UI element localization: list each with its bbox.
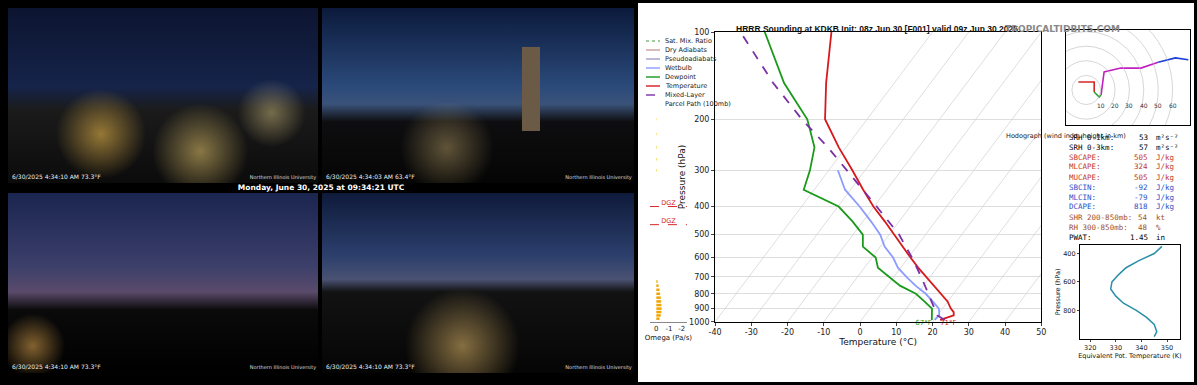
svg-text:Hodograph (wind in kt, height: Hodograph (wind in kt, height in km): [1006, 132, 1126, 140]
svg-text:900: 900: [694, 304, 709, 313]
html-text:Northern Illinois University: Northern Illinois University: [565, 364, 632, 370]
svg-text:-2: -2: [678, 325, 685, 333]
svg-text:300: 300: [694, 166, 709, 175]
svg-text:Omega (Pa/s): Omega (Pa/s): [645, 334, 693, 342]
svg-text:350: 350: [1161, 344, 1173, 352]
svg-text:J/kg: J/kg: [1156, 193, 1174, 202]
svg-text:MUCAPE:: MUCAPE:: [1069, 173, 1101, 182]
svg-text:Sat. Mix. Ratio: Sat. Mix. Ratio: [665, 37, 712, 45]
svg-text:100: 100: [694, 28, 709, 37]
html-text:Northern Illinois University: Northern Illinois University: [249, 174, 317, 180]
svg-text:400: 400: [1063, 250, 1075, 258]
svg-text:Dewpoint: Dewpoint: [665, 73, 696, 81]
html-text:Monday, June 30, 2025 at 09:34: Monday, June 30, 2025 at 09:34:21 UTC: [237, 183, 405, 192]
svg-text:SBCIN:: SBCIN:: [1069, 183, 1096, 192]
svg-text:PWAT:: PWAT:: [1069, 233, 1092, 242]
svg-text:1.45: 1.45: [1130, 233, 1148, 242]
svg-text:Temperature: Temperature: [665, 82, 707, 90]
svg-text:400: 400: [694, 202, 709, 211]
svg-text:Dry Adiabats: Dry Adiabats: [665, 46, 707, 54]
html-text:Northern Illinois University: Northern Illinois University: [565, 174, 632, 180]
svg-text:%: %: [1156, 223, 1161, 232]
svg-text:Parcel Path (100mb): Parcel Path (100mb): [665, 100, 731, 108]
svg-text:320: 320: [1084, 344, 1096, 352]
svg-text:SRH 0-1km:: SRH 0-1km:: [1069, 133, 1114, 142]
svg-text:50: 50: [1154, 102, 1162, 109]
svg-text:Pseudoadiabats: Pseudoadiabats: [665, 55, 717, 63]
svg-text:DGZ: DGZ: [661, 199, 676, 207]
svg-text:-30: -30: [745, 328, 758, 337]
svg-text:800: 800: [1063, 307, 1075, 315]
svg-text:0: 0: [654, 325, 658, 333]
svg-text:J/kg: J/kg: [1156, 202, 1174, 211]
svg-text:200: 200: [694, 115, 709, 124]
svg-text:40: 40: [1140, 102, 1148, 109]
svg-text:MLCIN:: MLCIN:: [1069, 193, 1096, 202]
svg-text:1000: 1000: [689, 318, 709, 327]
svg-text:m²s⁻²: m²s⁻²: [1156, 143, 1179, 152]
svg-text:J/kg: J/kg: [1156, 183, 1174, 192]
svg-text:Wetbulb: Wetbulb: [665, 64, 692, 72]
svg-text:505: 505: [1134, 153, 1148, 162]
svg-text:600: 600: [694, 253, 709, 262]
svg-text:DCAPE:: DCAPE:: [1069, 202, 1096, 211]
svg-text:RH 300-850mb:: RH 300-850mb:: [1069, 223, 1128, 232]
svg-text:J/kg: J/kg: [1156, 173, 1174, 182]
svg-text:67°F: 67°F: [915, 319, 931, 327]
svg-text:-92: -92: [1134, 183, 1148, 192]
svg-text:340: 340: [1135, 344, 1147, 352]
svg-text:20: 20: [927, 328, 937, 337]
svg-text:330: 330: [1110, 344, 1122, 352]
html-text:6/30/2025 4:34:10 AM 73.3°F: 6/30/2025 4:34:10 AM 73.3°F: [12, 173, 101, 180]
svg-text:kt: kt: [1156, 213, 1165, 222]
html-text:Northern Illinois University: Northern Illinois University: [249, 364, 317, 370]
svg-text:DGZ: DGZ: [661, 217, 676, 225]
svg-text:Mixed-Layer: Mixed-Layer: [665, 91, 705, 99]
svg-text:MLCAPE:: MLCAPE:: [1069, 162, 1101, 171]
svg-text:SBCAPE:: SBCAPE:: [1069, 153, 1101, 162]
svg-text:Temperature (°C): Temperature (°C): [838, 337, 917, 347]
svg-text:SHR 200-850mb:: SHR 200-850mb:: [1069, 213, 1132, 222]
svg-text:71°F: 71°F: [940, 319, 956, 327]
svg-text:10: 10: [891, 328, 901, 337]
svg-text:57: 57: [1139, 143, 1148, 152]
svg-text:505: 505: [1134, 173, 1148, 182]
svg-text:700: 700: [694, 273, 709, 282]
svg-text:Equivalent Pot. Temperature (K: Equivalent Pot. Temperature (K): [1078, 352, 1181, 360]
svg-text:m²s⁻²: m²s⁻²: [1156, 133, 1179, 142]
svg-text:600: 600: [1063, 278, 1075, 286]
html-text:6/30/2025 4:34:10 AM 73.3°F: 6/30/2025 4:34:10 AM 73.3°F: [326, 363, 415, 370]
svg-text:818: 818: [1134, 202, 1148, 211]
svg-text:324: 324: [1134, 162, 1148, 171]
svg-text:HRRR Sounding at KDKB Init: 08: HRRR Sounding at KDKB Init: 08z Jun 30 […: [736, 24, 1018, 34]
svg-text:800: 800: [694, 290, 709, 299]
svg-text:20: 20: [1111, 102, 1119, 109]
svg-text:500: 500: [694, 230, 709, 239]
svg-text:48: 48: [1138, 223, 1148, 232]
svg-text:40: 40: [1000, 328, 1010, 337]
svg-text:-20: -20: [781, 328, 794, 337]
svg-text:10: 10: [1097, 102, 1105, 109]
svg-text:-10: -10: [817, 328, 830, 337]
svg-text:50: 50: [1036, 328, 1046, 337]
svg-text:Pressure (hPa): Pressure (hPa): [677, 145, 687, 210]
svg-text:Pressure (hPa): Pressure (hPa): [1054, 269, 1062, 316]
svg-text:53: 53: [1139, 133, 1148, 142]
svg-text:SRH 0-3km:: SRH 0-3km:: [1069, 143, 1114, 152]
svg-text:54: 54: [1138, 213, 1148, 222]
svg-text:-1: -1: [666, 325, 673, 333]
svg-text:-79: -79: [1134, 193, 1148, 202]
svg-text:0: 0: [858, 328, 863, 337]
svg-text:J/kg: J/kg: [1156, 153, 1174, 162]
svg-text:-40: -40: [709, 328, 722, 337]
svg-text:in: in: [1156, 233, 1165, 242]
svg-text:J/kg: J/kg: [1156, 162, 1174, 171]
svg-text:30: 30: [964, 328, 974, 337]
svg-text:30: 30: [1125, 102, 1133, 109]
svg-text:60: 60: [1169, 102, 1177, 109]
svg-text:TROPICALTIDBITS.COM: TROPICALTIDBITS.COM: [1005, 24, 1120, 34]
html-text:6/30/2025 4:34:03 AM 63.4°F: 6/30/2025 4:34:03 AM 63.4°F: [326, 173, 415, 180]
html-text:6/30/2025 4:34:10 AM 73.3°F: 6/30/2025 4:34:10 AM 73.3°F: [12, 363, 101, 370]
